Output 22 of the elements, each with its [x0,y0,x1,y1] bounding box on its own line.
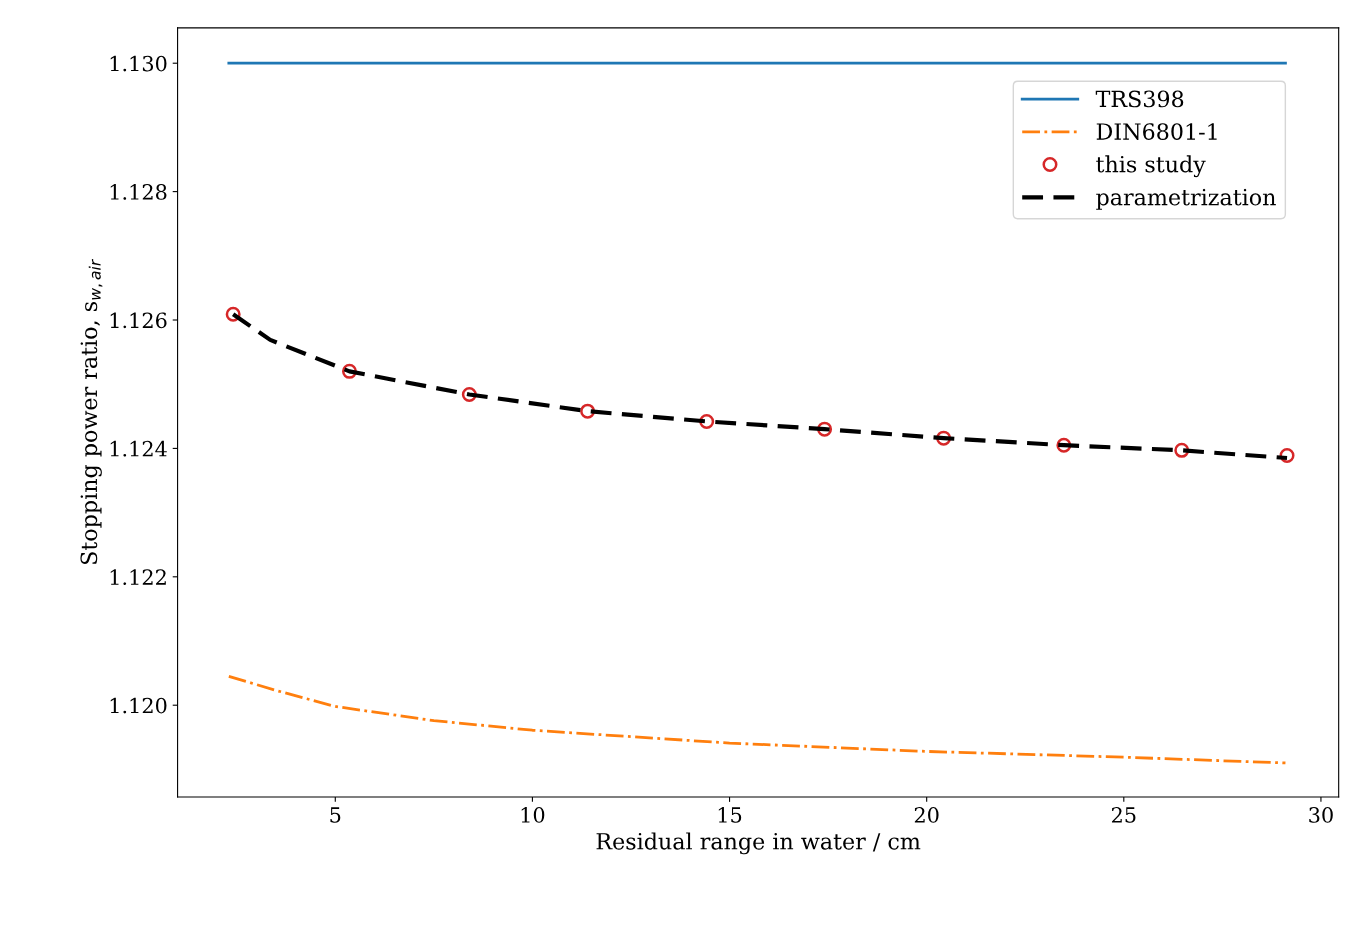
legend-label: DIN6801-1 [1096,123,1217,140]
y-tick-label: 1.126 [110,312,167,329]
x-tick-label: 5 [330,807,341,823]
x-tick-label: 10 [521,807,545,823]
y-tick-label: 1.124 [110,440,167,457]
x-tick-label: 20 [914,807,939,823]
y-axis-title: Stopping power ratio, s$_{w,air}$ [80,258,103,565]
point [461,386,477,402]
y-tick-label: 1.120 [110,697,167,714]
point [341,363,357,379]
point [699,413,715,429]
y-tick-label: 1.128 [110,184,167,200]
y-tick-label: 1.122 [110,569,166,586]
x-axis-title: Residual range in water / cm [596,832,921,855]
x-tick-label: 25 [1111,807,1136,823]
x-tick-label: 15 [718,807,742,823]
legend-label: parametrization [1096,188,1276,210]
y-tick-label: 1.130 [110,55,167,72]
x-tick-label: 30 [1309,807,1333,823]
legend-label: TRS398 [1095,90,1184,108]
legend-label: this study [1096,155,1206,178]
line-series [227,674,1287,765]
